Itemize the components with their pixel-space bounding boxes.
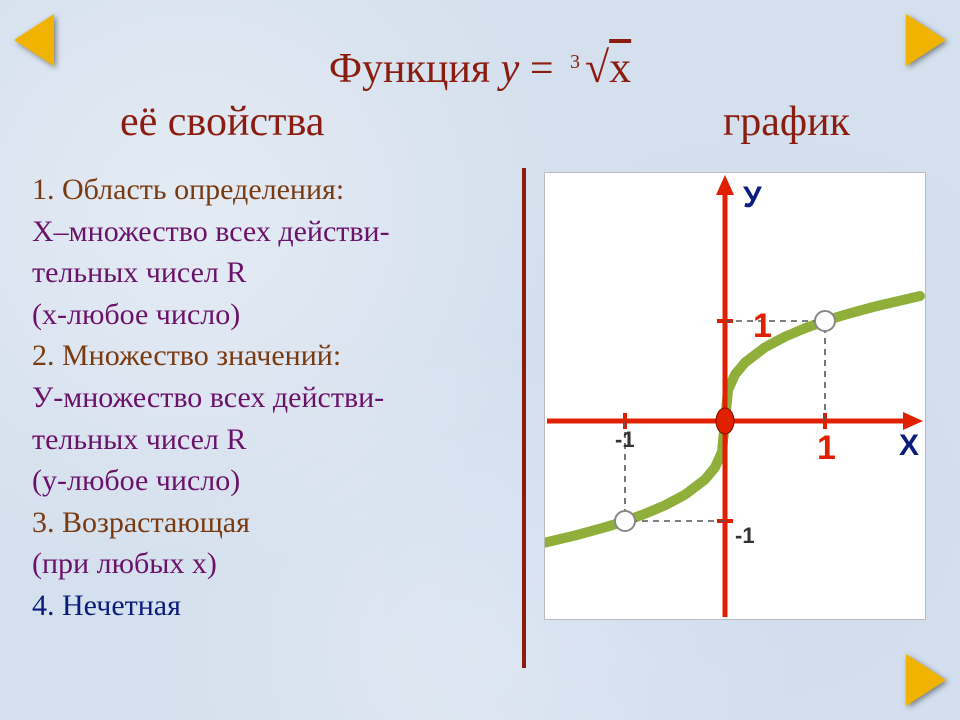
prop-line: тельных чисел R bbox=[32, 253, 472, 293]
formula-equals: = bbox=[530, 46, 564, 92]
chart-container: У Х 1 1 -1 -1 bbox=[544, 172, 926, 620]
svg-text:-1: -1 bbox=[615, 427, 635, 452]
slide: Функция у = 3 √х её свойства график 1. О… bbox=[0, 0, 960, 720]
radical-arg: х bbox=[609, 43, 631, 92]
formula-y: у bbox=[501, 46, 520, 92]
prop-line: 1. Область определения: bbox=[32, 170, 472, 210]
prop-line: (у-любое число) bbox=[32, 461, 472, 501]
radical-index: 3 bbox=[570, 51, 580, 73]
subtitle-left: её свойства bbox=[120, 98, 324, 146]
prop-line: 3. Возрастающая bbox=[32, 503, 472, 543]
subtitle-right: график bbox=[723, 98, 850, 146]
svg-text:Х: Х bbox=[899, 429, 919, 462]
svg-text:1: 1 bbox=[753, 307, 772, 345]
prop-line: Х–множество всех действи- bbox=[32, 212, 472, 252]
prop-line: тельных чисел R bbox=[32, 420, 472, 460]
prop-line: (при любых х) bbox=[32, 544, 472, 584]
prop-line: (х-любое число) bbox=[32, 295, 472, 335]
prop-line: У-множество всех действи- bbox=[32, 378, 472, 418]
radical-icon: 3 √х bbox=[564, 43, 631, 92]
nav-bottom-right-arrow[interactable] bbox=[906, 654, 946, 706]
cube-root-chart: У Х 1 1 -1 -1 bbox=[545, 173, 925, 619]
radical-symbol: √ bbox=[585, 43, 609, 92]
title-line-1: Функция у = 3 √х bbox=[0, 42, 960, 93]
properties-list: 1. Область определения: Х–множество всех… bbox=[32, 170, 472, 628]
prop-line: 2. Множество значений: bbox=[32, 336, 472, 376]
svg-text:-1: -1 bbox=[735, 523, 755, 548]
prop-line: 4. Нечетная bbox=[32, 586, 472, 626]
title-prefix: Функция bbox=[329, 46, 501, 92]
svg-text:1: 1 bbox=[817, 429, 836, 467]
svg-text:У: У bbox=[743, 181, 762, 214]
vertical-divider bbox=[522, 168, 526, 668]
